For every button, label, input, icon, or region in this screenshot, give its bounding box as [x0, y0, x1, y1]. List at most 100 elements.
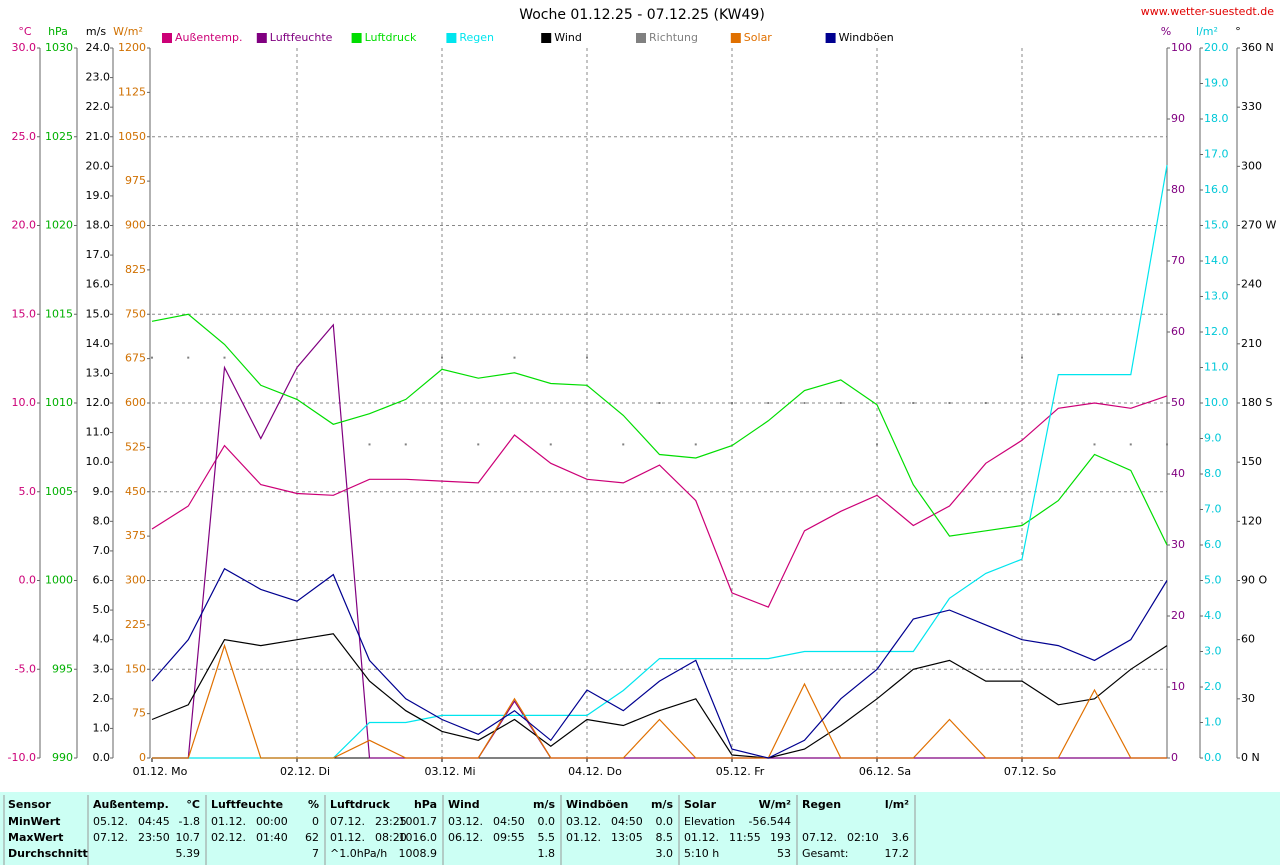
legend-label: Windböen — [839, 31, 894, 44]
y-tick-label: -5.0 — [15, 662, 36, 675]
y-tick-label: 3.0 — [1204, 645, 1222, 658]
group-unit: hPa — [414, 798, 437, 811]
y-tick-label: 11.0 — [1204, 361, 1229, 374]
y-tick-label: 1030 — [45, 41, 73, 54]
y-tick-label: 30.0 — [12, 41, 37, 54]
group-unit: % — [308, 798, 319, 811]
direction-dot — [549, 443, 552, 446]
y-tick-label: 1010 — [45, 396, 73, 409]
y-tick-label: 330 — [1241, 100, 1262, 113]
x-tick-label: 01.12. Mo — [133, 765, 188, 778]
table-cell: 01.12. — [684, 831, 719, 844]
x-tick-label: 04.12. Do — [568, 765, 622, 778]
direction-dot — [912, 402, 915, 404]
y-tick-label: 0 N — [1241, 751, 1260, 764]
y-tick-label: 7.0 — [1204, 503, 1222, 516]
y-tick-label: 30 — [1171, 538, 1185, 551]
table-cell: 07.12. — [330, 815, 365, 828]
legend-label: Richtung — [649, 31, 698, 44]
legend-swatch — [162, 33, 172, 43]
y-tick-label: 22.0 — [86, 100, 111, 113]
table-value: 8.5 — [656, 831, 674, 844]
series-line — [152, 643, 1167, 759]
y-tick-label: 180 S — [1241, 396, 1272, 409]
direction-dot — [876, 443, 878, 446]
y-tick-label: 18.0 — [1204, 112, 1229, 125]
table-value: 0.0 — [656, 815, 674, 828]
table-cell: 01:40 — [256, 831, 288, 844]
y-tick-label: 900 — [125, 219, 146, 232]
y-tick-label: 18.0 — [86, 219, 111, 232]
table-cell: 06.12. — [448, 831, 483, 844]
y-tick-label: 15.0 — [1204, 219, 1229, 232]
table-value: -56.544 — [749, 815, 791, 828]
legend-swatch — [446, 33, 457, 43]
table-cell: 23:50 — [138, 831, 170, 844]
y-tick-label: 17.0 — [86, 248, 111, 261]
axis-unit: m/s — [86, 25, 106, 38]
direction-dot — [513, 356, 516, 359]
table-value: 3.6 — [892, 831, 910, 844]
group-title: Luftdruck — [330, 798, 391, 811]
y-tick-label: 19.0 — [86, 189, 111, 202]
table-cell: 00:00 — [256, 815, 288, 828]
direction-dot — [441, 356, 443, 359]
legend-swatch — [636, 33, 646, 43]
legend-swatch — [256, 33, 267, 43]
table-value: 10.7 — [176, 831, 201, 844]
table-value: 193 — [770, 831, 791, 844]
legend-swatch — [351, 33, 362, 43]
y-tick-label: 270 W — [1241, 219, 1276, 232]
y-tick-label: 20 — [1171, 609, 1185, 622]
table-cell: 5:10 h — [684, 847, 719, 860]
y-tick-label: 1000 — [45, 574, 73, 587]
row-label: MaxWert — [8, 831, 63, 844]
y-tick-label: 10.0 — [1204, 396, 1229, 409]
legend-swatch — [730, 33, 741, 43]
table-cell: 09:55 — [493, 831, 525, 844]
table-background — [0, 792, 1280, 865]
group-unit: m/s — [533, 798, 555, 811]
table-cell: ^1.0hPa/h — [330, 847, 387, 860]
y-tick-label: 0.0 — [93, 751, 111, 764]
y-tick-label: 225 — [125, 618, 146, 631]
group-title: Windböen — [566, 798, 628, 811]
x-tick-label: 02.12. Di — [280, 765, 330, 778]
y-tick-label: 90 — [1171, 112, 1185, 125]
y-tick-label: 24.0 — [86, 41, 111, 54]
direction-dot — [187, 356, 190, 359]
group-title: Wind — [448, 798, 480, 811]
table-value: 0 — [312, 815, 319, 828]
legend-label: Luftfeuchte — [270, 31, 333, 44]
group-unit: l/m² — [885, 798, 909, 811]
y-tick-label: 0 — [1171, 751, 1178, 764]
table-value: 7 — [312, 847, 319, 860]
group-unit: W/m² — [759, 798, 792, 811]
direction-dot — [948, 402, 951, 404]
direction-dot — [622, 443, 625, 446]
series-line — [151, 395, 1168, 608]
y-tick-label: 12.0 — [86, 396, 111, 409]
y-tick-label: 5.0 — [19, 485, 37, 498]
chart-title: Woche 01.12.25 - 07.12.25 (KW49) — [519, 7, 765, 23]
table-cell: 08:20 — [375, 831, 407, 844]
legend-label: Luftdruck — [365, 31, 417, 44]
table-cell: 23:25 — [375, 815, 407, 828]
table-cell: 01.12. — [330, 831, 365, 844]
y-tick-label: 50 — [1171, 396, 1185, 409]
direction-dot — [586, 356, 588, 359]
axis-unit: hPa — [48, 25, 68, 38]
y-tick-label: 4.0 — [93, 633, 111, 646]
direction-dot — [803, 402, 806, 404]
y-tick-label: 2.0 — [1204, 680, 1222, 693]
y-tick-label: 0 — [139, 751, 146, 764]
row-label: MinWert — [8, 815, 60, 828]
y-tick-label: 4.0 — [1204, 609, 1222, 622]
y-tick-label: 600 — [125, 396, 146, 409]
y-tick-label: 60 — [1241, 633, 1255, 646]
table-value: 1008.9 — [399, 847, 438, 860]
y-tick-label: 1200 — [118, 41, 146, 54]
y-tick-label: 17.0 — [1204, 148, 1229, 161]
